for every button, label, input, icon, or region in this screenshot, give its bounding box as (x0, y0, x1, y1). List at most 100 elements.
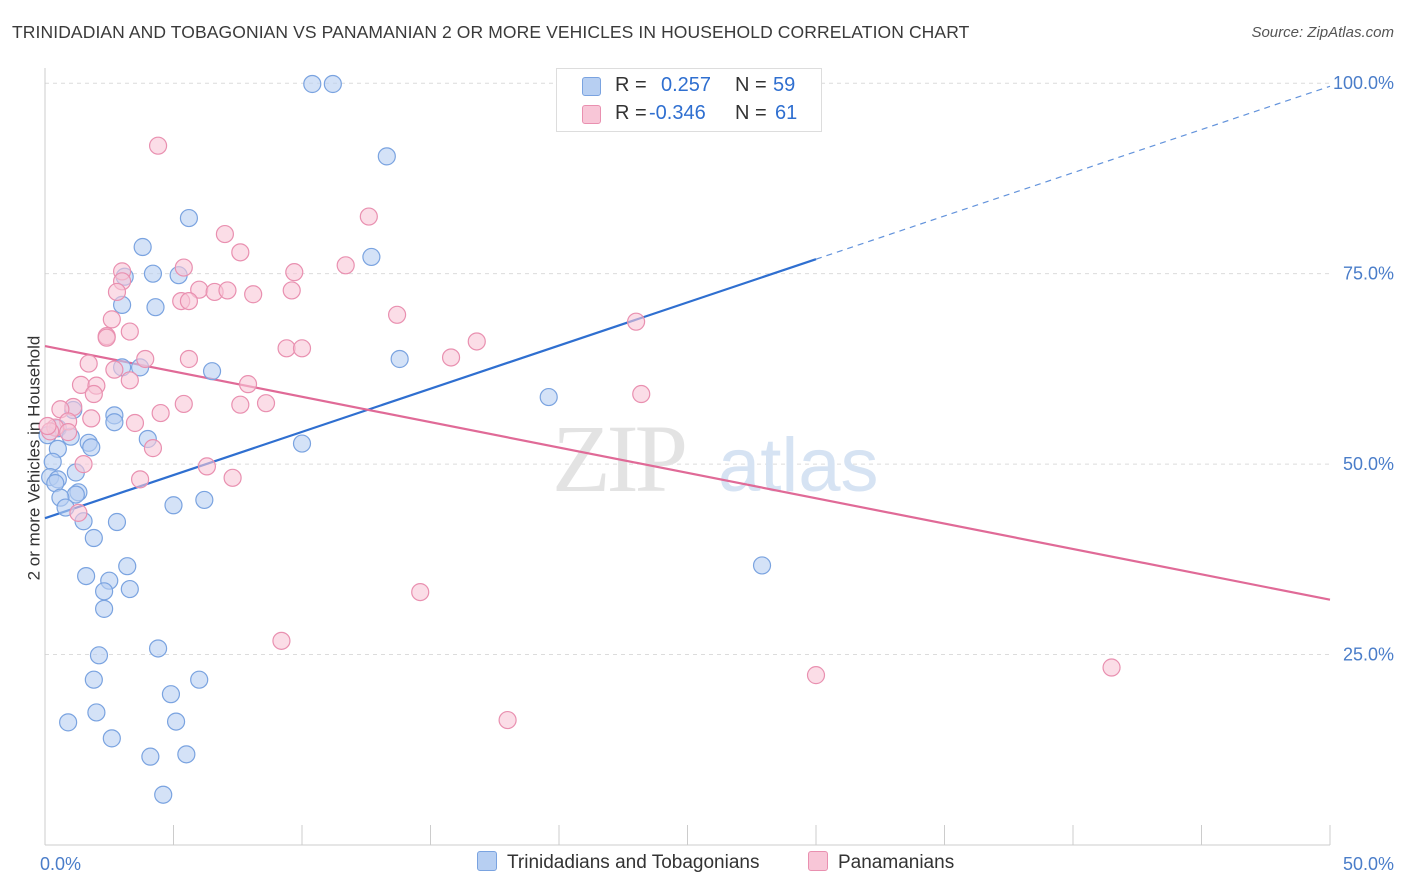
trend-line-extension (815, 85, 1331, 260)
legend-n-label: N = (735, 74, 767, 96)
data-point-panamanian (387, 305, 407, 324)
data-point-panamanian (120, 371, 139, 390)
data-point-panamanian (179, 349, 199, 369)
data-point-trinidadian (143, 264, 163, 283)
data-point-panamanian (197, 457, 217, 476)
data-point-panamanian (632, 384, 651, 404)
y-tick-label: 25.0% (1343, 645, 1394, 665)
data-point-panamanian (277, 339, 296, 358)
trend-line (44, 258, 817, 520)
data-point-trinidadian (141, 747, 160, 766)
data-point-panamanian (441, 348, 461, 367)
trend-line (44, 344, 1331, 601)
data-point-panamanian (74, 455, 93, 474)
data-point-trinidadian (43, 452, 62, 471)
data-point-trinidadian (202, 362, 222, 381)
data-point-trinidadian (154, 785, 173, 804)
data-point-panamanian (130, 470, 150, 489)
bottom-legend-label: Trinidadians and Tobagonians (507, 852, 760, 873)
data-point-panamanian (148, 136, 168, 155)
data-point-trinidadian (82, 438, 101, 457)
data-point-panamanian (272, 631, 291, 650)
legend-row-panamanian: R = -0.346 N = 61 (557, 101, 821, 129)
data-point-panamanian (107, 282, 127, 302)
chart-title: TRINIDADIAN AND TOBAGONIAN VS PANAMANIAN… (12, 22, 970, 42)
data-point-trinidadian (87, 703, 106, 722)
legend-swatch-panamanian (582, 105, 601, 124)
y-tick-label: 75.0% (1343, 264, 1394, 284)
data-point-panamanian (120, 322, 139, 341)
data-point-panamanian (59, 423, 78, 442)
data-point-panamanian (79, 354, 98, 373)
data-point-trinidadian (84, 670, 103, 689)
data-point-trinidadian (59, 713, 78, 732)
legend-r-label: R = (615, 102, 647, 124)
legend-swatch-trinidadian (582, 77, 601, 96)
data-point-panamanian (256, 394, 276, 413)
y-tick-label: 50.0% (1343, 454, 1394, 474)
data-point-panamanian (174, 258, 193, 277)
data-point-panamanian (498, 710, 517, 730)
data-point-panamanian (359, 207, 378, 226)
data-point-panamanian (467, 332, 486, 351)
data-point-panamanian (102, 310, 121, 329)
data-point-trinidadian (77, 566, 96, 586)
data-point-panamanian (84, 384, 103, 404)
bottom-legend-swatch-panamanian (808, 851, 828, 871)
y-axis-label: 2 or more Vehicles in Household (24, 336, 43, 581)
x-tick-label: 50.0% (1343, 854, 1394, 874)
data-point-trinidadian (102, 729, 121, 748)
bottom-legend-panamanian: Panamanians (808, 851, 954, 877)
data-point-trinidadian (95, 599, 114, 618)
data-point-panamanian (136, 349, 155, 369)
data-point-trinidadian (190, 670, 209, 689)
legend-r-value: 0.257 (661, 74, 712, 96)
data-point-trinidadian (362, 247, 381, 267)
data-point-panamanian (38, 416, 57, 436)
data-point-panamanian (69, 503, 88, 522)
data-point-trinidadian (377, 147, 396, 166)
bottom-legend-swatch-trinidadian (477, 851, 497, 871)
data-point-panamanian (82, 409, 101, 428)
data-point-trinidadian (166, 712, 186, 731)
legend-n-value: 59 (773, 74, 796, 96)
data-point-trinidadian (107, 512, 127, 532)
data-point-trinidadian (752, 556, 772, 575)
data-point-trinidadian (390, 349, 409, 369)
y-tick-label: 100.0% (1333, 73, 1394, 93)
data-point-panamanian (215, 224, 234, 244)
data-point-panamanian (626, 312, 646, 331)
legend-r-value: -0.346 (649, 102, 706, 124)
data-point-panamanian (238, 375, 258, 394)
bottom-legend-trinidadian: Trinidadians and Tobagonians (477, 851, 759, 877)
data-point-panamanian (231, 395, 250, 414)
data-point-panamanian (231, 243, 250, 262)
legend-r-label: R = (615, 74, 647, 96)
data-point-panamanian (282, 281, 301, 300)
data-point-trinidadian (303, 74, 322, 94)
data-point-trinidadian (120, 579, 139, 599)
data-point-panamanian (174, 394, 193, 414)
data-point-trinidadian (118, 557, 137, 576)
data-point-panamanian (97, 328, 116, 347)
data-point-trinidadian (179, 208, 199, 228)
data-point-panamanian (143, 439, 163, 458)
data-point-trinidadian (539, 387, 558, 407)
data-point-trinidadian (133, 237, 152, 257)
data-point-panamanian (125, 413, 145, 433)
data-point-panamanian (806, 666, 826, 685)
data-point-trinidadian (164, 496, 183, 515)
data-point-panamanian (1102, 658, 1121, 677)
data-point-panamanian (151, 403, 170, 423)
data-point-trinidadian (146, 298, 165, 317)
legend-row-trinidadian: R = 0.257 N = 59 (557, 73, 821, 101)
data-point-panamanian (285, 263, 304, 282)
data-point-panamanian (411, 582, 430, 602)
data-point-trinidadian (95, 582, 114, 601)
bottom-legend-label: Panamanians (838, 852, 955, 873)
data-point-trinidadian (161, 685, 181, 704)
data-point-panamanian (105, 360, 124, 379)
data-point-panamanian (179, 292, 199, 311)
data-point-trinidadian (195, 490, 214, 510)
